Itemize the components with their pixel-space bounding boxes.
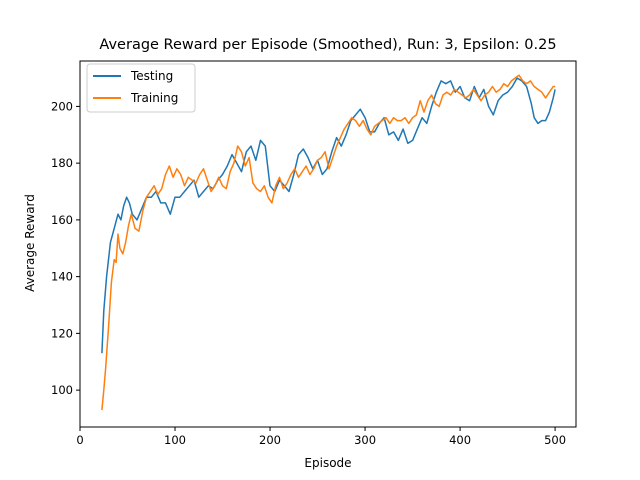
chart-title: Average Reward per Episode (Smoothed), R… <box>99 37 556 53</box>
x-tick-label: 200 <box>259 433 281 447</box>
x-tick-label: 100 <box>164 433 186 447</box>
plot-frame <box>79 60 577 428</box>
y-tick-label: 140 <box>51 270 73 284</box>
legend-label-testing: Testing <box>130 69 173 83</box>
legend: Testing Training <box>86 63 196 113</box>
x-tick-label: 400 <box>449 433 471 447</box>
y-tick-label: 120 <box>51 326 73 340</box>
x-tick-label: 0 <box>76 433 83 447</box>
y-axis-label: Average Reward <box>23 194 37 292</box>
legend-label-training: Training <box>130 91 178 105</box>
x-axis: 0 100 200 300 400 500 <box>76 427 566 447</box>
y-tick-label: 200 <box>51 99 73 113</box>
y-tick-label: 100 <box>51 383 73 397</box>
series-line-training <box>101 74 556 411</box>
y-tick-label: 180 <box>51 156 73 170</box>
y-tick-label: 160 <box>51 213 73 227</box>
series-line-testing <box>101 77 556 354</box>
x-tick-label: 300 <box>354 433 376 447</box>
x-tick-label: 500 <box>544 433 566 447</box>
x-axis-label: Episode <box>304 456 351 470</box>
plot-lines <box>101 74 556 411</box>
y-axis: 100 120 140 160 180 200 <box>51 99 80 397</box>
